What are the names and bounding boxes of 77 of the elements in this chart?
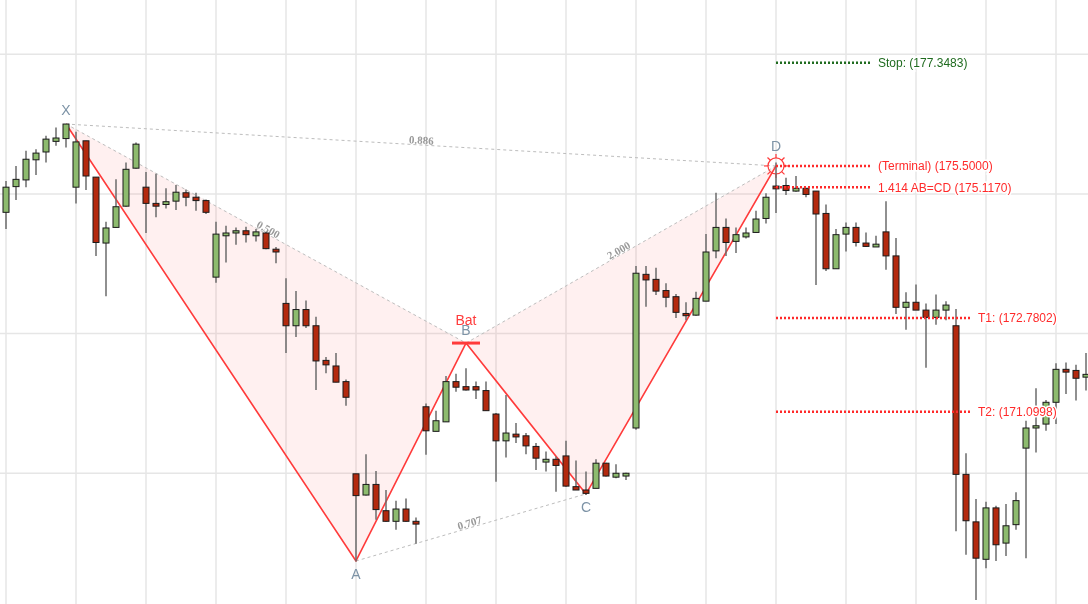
candlestick bbox=[812, 190, 820, 286]
candlestick bbox=[672, 293, 680, 319]
candlestick bbox=[712, 192, 720, 259]
candlestick bbox=[682, 301, 690, 321]
candlestick bbox=[102, 221, 110, 297]
candlestick bbox=[582, 470, 590, 496]
annotation: A bbox=[351, 565, 362, 582]
candlestick bbox=[532, 442, 540, 471]
candlestick bbox=[152, 173, 160, 219]
candlestick bbox=[12, 165, 20, 201]
candlestick bbox=[62, 123, 70, 149]
candlestick bbox=[362, 453, 370, 497]
candlestick bbox=[692, 290, 700, 317]
candlestick bbox=[162, 187, 170, 210]
candlestick bbox=[572, 459, 580, 491]
candlestick bbox=[142, 171, 150, 234]
candlestick bbox=[722, 217, 730, 257]
candlestick bbox=[1072, 364, 1080, 402]
candlestick bbox=[302, 299, 310, 329]
annotation: D bbox=[770, 137, 782, 154]
candlestick bbox=[432, 409, 440, 433]
candlestick bbox=[512, 422, 520, 444]
candlestick bbox=[352, 473, 360, 563]
candlestick bbox=[842, 221, 850, 253]
candlestick bbox=[402, 497, 410, 523]
candlestick bbox=[32, 148, 40, 176]
candlestick bbox=[472, 380, 480, 400]
candlestick bbox=[522, 432, 530, 456]
candlestick bbox=[862, 231, 870, 248]
candlestick bbox=[332, 352, 340, 383]
candlestick bbox=[462, 367, 470, 392]
candlestick bbox=[42, 135, 50, 164]
candlestick bbox=[382, 489, 390, 523]
ref-line-label: T1: (172.7802) bbox=[978, 311, 1057, 326]
candlestick bbox=[1082, 352, 1088, 392]
candlestick bbox=[732, 226, 740, 254]
candlestick bbox=[22, 150, 30, 188]
candlestick bbox=[542, 450, 550, 473]
candlestick bbox=[662, 282, 670, 309]
candlestick bbox=[942, 300, 950, 321]
candlestick bbox=[282, 277, 290, 354]
candlestick bbox=[482, 380, 490, 412]
candlestick bbox=[232, 226, 240, 246]
candlestick bbox=[1062, 361, 1070, 395]
candlestick bbox=[412, 516, 420, 545]
annotation: 0.707 bbox=[456, 513, 484, 532]
candlestick bbox=[642, 265, 650, 308]
candlestick bbox=[652, 266, 660, 296]
candlestick bbox=[192, 192, 200, 212]
candlestick bbox=[392, 499, 400, 531]
candlestick bbox=[172, 184, 180, 211]
candlestick bbox=[112, 178, 120, 229]
candlestick bbox=[292, 290, 300, 338]
candlestick bbox=[922, 302, 930, 369]
ref-line-label: 1.414 AB=CD (175.1170) bbox=[878, 180, 1012, 195]
candlestick bbox=[762, 192, 770, 225]
annotation: 0.886 bbox=[408, 133, 435, 147]
candlestick bbox=[502, 394, 510, 459]
candlestick bbox=[342, 378, 350, 407]
candlestick bbox=[792, 175, 800, 193]
candlestick bbox=[852, 221, 860, 248]
candlestick bbox=[932, 293, 940, 326]
candlestick bbox=[552, 455, 560, 493]
candlestick bbox=[912, 283, 920, 311]
candlestick bbox=[222, 224, 230, 264]
ref-line-label: (Terminal) (175.5000) bbox=[878, 159, 993, 174]
annotation: 0.500 bbox=[254, 217, 283, 241]
candlestick bbox=[1022, 419, 1030, 559]
candlestick bbox=[272, 246, 280, 264]
candlestick bbox=[1002, 503, 1010, 557]
annotation: X bbox=[61, 102, 72, 119]
ref-line-label: Stop: (177.3483) bbox=[878, 55, 968, 70]
candlestick bbox=[902, 291, 910, 331]
annotation: 2.000 bbox=[604, 238, 633, 262]
candlestick bbox=[872, 235, 880, 248]
annotation: C bbox=[580, 498, 592, 515]
candlestick bbox=[52, 126, 60, 147]
